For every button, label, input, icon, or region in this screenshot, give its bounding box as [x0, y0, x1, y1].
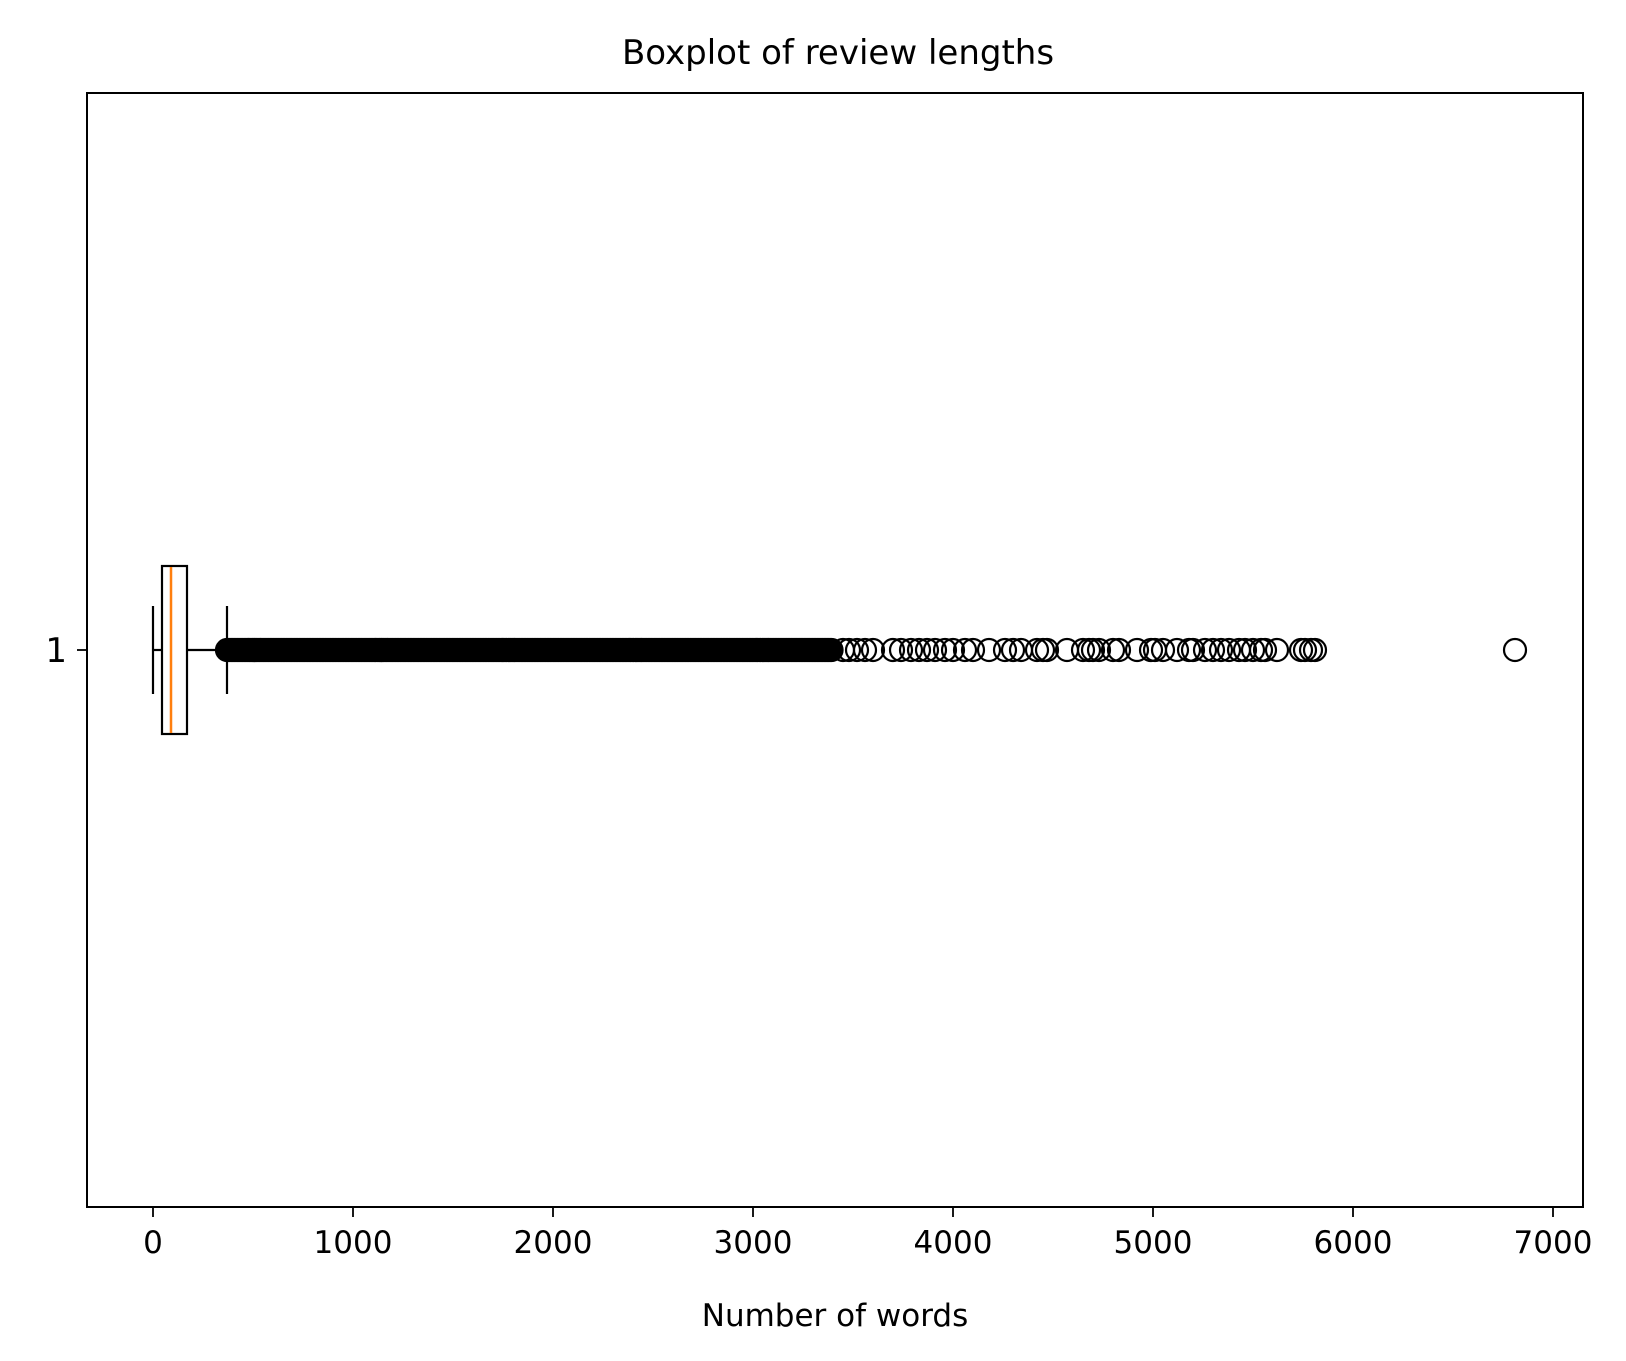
outlier-point — [1070, 637, 1096, 663]
outlier-point — [1200, 637, 1226, 663]
outlier-point — [932, 637, 958, 663]
outlier-point — [976, 637, 1002, 663]
x-axis-label: Number of words — [702, 1298, 968, 1334]
outlier-point — [888, 637, 914, 663]
x-tick-label: 0 — [143, 1225, 163, 1261]
x-axis: 0 1000 2000 3000 4000 5000 6000 7000 — [143, 1207, 1592, 1261]
x-tick-label: 5000 — [1114, 1225, 1193, 1261]
outlier-point — [880, 637, 906, 663]
outlier-point — [836, 637, 862, 663]
outlier-point — [1100, 637, 1126, 663]
outlier-point — [1264, 637, 1290, 663]
outlier-point — [940, 637, 966, 663]
outlier-point — [819, 637, 844, 663]
outlier-point — [1000, 637, 1026, 663]
outlier-point — [852, 637, 878, 663]
outlier-point — [860, 637, 886, 663]
x-tick-label: 6000 — [1314, 1225, 1393, 1261]
outlier-point — [1106, 637, 1132, 663]
outlier-point — [1292, 637, 1318, 663]
outlier-point — [992, 637, 1018, 663]
outlier-point — [1240, 637, 1266, 663]
x-tick-label: 3000 — [714, 1225, 793, 1261]
outlier-point — [844, 637, 870, 663]
outlier-point — [1232, 637, 1258, 663]
x-tick-label: 4000 — [914, 1225, 993, 1261]
outlier-point — [1124, 637, 1150, 663]
outlier-point — [1192, 637, 1218, 663]
plot-area — [151, 564, 1528, 736]
outlier-point — [1216, 637, 1242, 663]
outlier-point — [1164, 637, 1190, 663]
outlier-point — [1024, 637, 1050, 663]
outlier-point — [960, 637, 986, 663]
outlier-point — [952, 637, 978, 663]
chart-title: Boxplot of review lengths — [622, 33, 1054, 73]
outlier-point — [1180, 637, 1206, 663]
outlier-point — [1252, 637, 1278, 663]
outlier-point — [1034, 637, 1060, 663]
x-tick-label: 7000 — [1514, 1225, 1593, 1261]
box-iqr — [160, 564, 189, 736]
outlier-point — [914, 637, 940, 663]
outlier-point — [1208, 637, 1234, 663]
y-axis: 1 — [45, 631, 87, 671]
x-tick-label: 2000 — [514, 1225, 593, 1261]
outlier-point — [906, 637, 932, 663]
outlier-point — [898, 637, 924, 663]
outlier-point — [1086, 637, 1112, 663]
outlier-point — [1150, 637, 1176, 663]
y-tick-label: 1 — [45, 631, 67, 671]
outlier-point — [1080, 637, 1106, 663]
outlier-point — [1302, 637, 1328, 663]
x-tick-label: 1000 — [314, 1225, 393, 1261]
outlier-point — [1502, 637, 1528, 663]
outlier-point — [922, 637, 948, 663]
